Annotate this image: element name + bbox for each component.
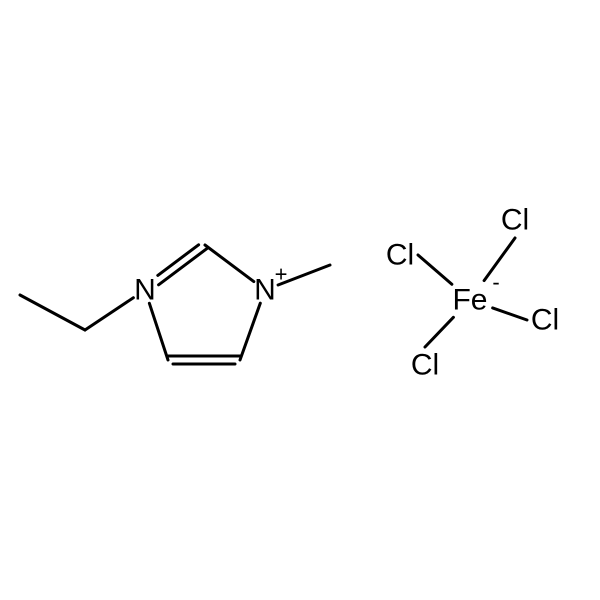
atom-Cl1: Cl [501, 204, 529, 237]
atom-Cl2: Cl [531, 304, 559, 337]
atom-Fe: Fe [452, 284, 487, 317]
atom-Cl0: Cl [386, 239, 414, 272]
charge-Fe: - [492, 270, 499, 295]
charge-N3: + [275, 262, 288, 287]
atom-N3: N [254, 274, 276, 307]
atom-N1: N [134, 274, 156, 307]
atom-Cl3: Cl [411, 349, 439, 382]
chemical-structure: NN+Fe-ClClClCl [0, 0, 600, 600]
